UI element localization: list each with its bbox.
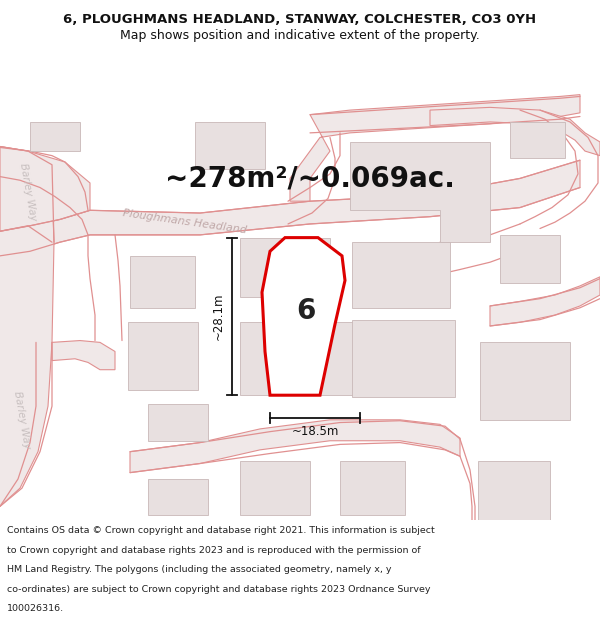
Polygon shape xyxy=(0,146,54,506)
Polygon shape xyxy=(195,122,265,169)
Polygon shape xyxy=(148,479,208,516)
Text: HM Land Registry. The polygons (including the associated geometry, namely x, y: HM Land Registry. The polygons (includin… xyxy=(7,565,392,574)
Polygon shape xyxy=(130,420,460,472)
Text: 6, PLOUGHMANS HEADLAND, STANWAY, COLCHESTER, CO3 0YH: 6, PLOUGHMANS HEADLAND, STANWAY, COLCHES… xyxy=(64,13,536,26)
Polygon shape xyxy=(0,146,90,231)
Polygon shape xyxy=(130,256,195,308)
Polygon shape xyxy=(128,322,198,390)
Text: co-ordinates) are subject to Crown copyright and database rights 2023 Ordnance S: co-ordinates) are subject to Crown copyr… xyxy=(7,584,431,594)
Text: ~18.5m: ~18.5m xyxy=(292,425,338,438)
Text: Map shows position and indicative extent of the property.: Map shows position and indicative extent… xyxy=(120,29,480,42)
Text: Barley Way: Barley Way xyxy=(18,162,38,222)
Polygon shape xyxy=(0,160,580,256)
Polygon shape xyxy=(350,142,490,242)
Polygon shape xyxy=(148,404,208,441)
Text: Ploughmans Headland: Ploughmans Headland xyxy=(122,209,248,236)
Text: to Crown copyright and database rights 2023 and is reproduced with the permissio: to Crown copyright and database rights 2… xyxy=(7,546,421,555)
Polygon shape xyxy=(30,122,80,151)
Polygon shape xyxy=(490,277,600,326)
Text: ~28.1m: ~28.1m xyxy=(212,292,225,340)
Polygon shape xyxy=(52,341,115,370)
Text: Contains OS data © Crown copyright and database right 2021. This information is : Contains OS data © Crown copyright and d… xyxy=(7,526,435,535)
Polygon shape xyxy=(352,242,450,308)
Text: Barley Way: Barley Way xyxy=(12,390,32,449)
Polygon shape xyxy=(240,322,360,395)
Polygon shape xyxy=(290,94,580,201)
Text: 100026316.: 100026316. xyxy=(7,604,64,613)
Polygon shape xyxy=(240,238,330,297)
Polygon shape xyxy=(340,461,405,516)
Polygon shape xyxy=(478,461,550,520)
Polygon shape xyxy=(500,235,560,283)
Text: ~278m²/~0.069ac.: ~278m²/~0.069ac. xyxy=(165,164,455,192)
Polygon shape xyxy=(510,122,565,158)
Polygon shape xyxy=(430,107,600,156)
Text: 6: 6 xyxy=(296,298,316,325)
Polygon shape xyxy=(240,461,310,516)
Polygon shape xyxy=(480,342,570,420)
Polygon shape xyxy=(262,238,345,395)
Polygon shape xyxy=(352,319,455,397)
